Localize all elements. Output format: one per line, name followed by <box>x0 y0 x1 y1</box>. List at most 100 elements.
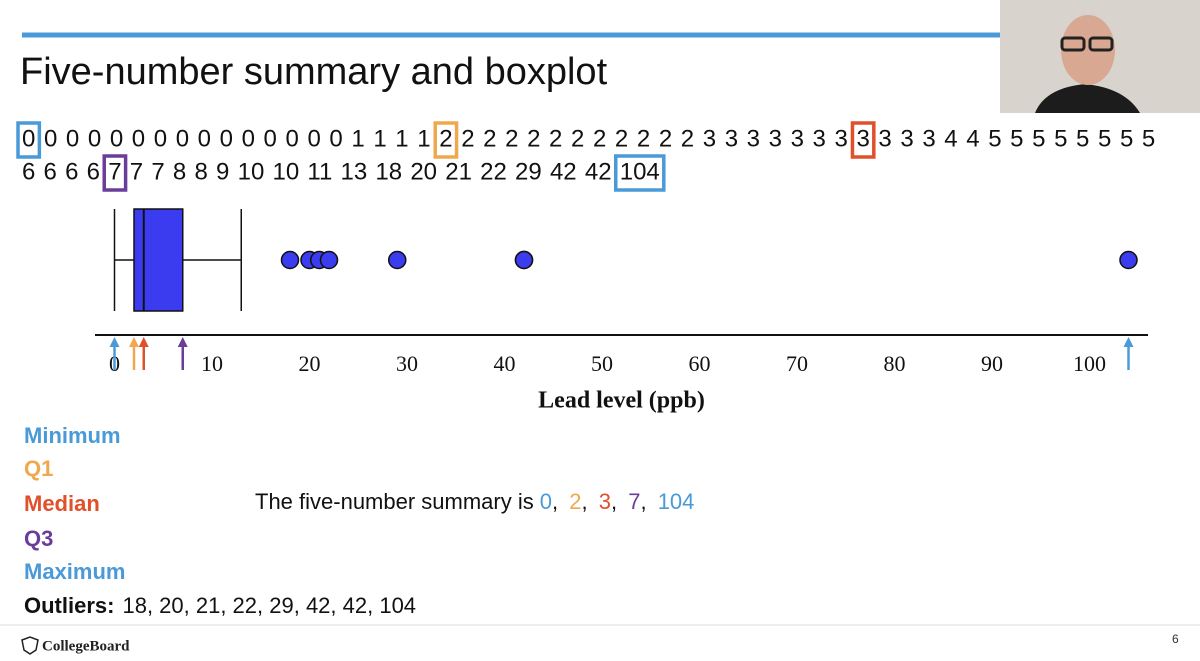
data-value: 3 <box>878 125 891 152</box>
outliers-label: Outliers: <box>24 593 114 618</box>
legend-label: Minimum <box>24 423 121 448</box>
x-tick-label: 40 <box>494 351 516 376</box>
data-value: 0 <box>220 125 233 152</box>
data-value: 5 <box>1054 125 1067 152</box>
summary-sentence: The five-number summary is <box>255 489 534 514</box>
outliers-list: 18, 20, 21, 22, 29, 42, 42, 104 <box>122 593 416 618</box>
summary-value: 104 <box>658 489 695 514</box>
x-tick-label: 80 <box>884 351 906 376</box>
logo <box>21 636 39 655</box>
data-value: 2 <box>483 125 496 152</box>
x-tick-label: 100 <box>1073 351 1106 376</box>
data-value: 2 <box>637 125 650 152</box>
box <box>133 208 184 312</box>
data-value: 104 <box>620 158 660 185</box>
legend: Minimum Q1 Median Q3 Maximum <box>24 423 125 584</box>
data-value: 1 <box>395 125 408 152</box>
data-value: 2 <box>571 125 584 152</box>
data-value: 1 <box>351 125 364 152</box>
webcam <box>1000 0 1200 113</box>
data-value: 0 <box>110 125 123 152</box>
separator: , <box>552 489 564 514</box>
summary-value: 7 <box>628 489 640 514</box>
data-value: 5 <box>988 125 1001 152</box>
legend-label: Q3 <box>24 526 53 551</box>
outlier <box>319 250 339 270</box>
highlight-box <box>850 121 876 159</box>
slide-title: Five-number summary and boxplot <box>20 51 608 93</box>
x-tick-label: 30 <box>396 351 418 376</box>
data-value: 0 <box>44 125 57 152</box>
data-value: 1 <box>417 125 430 152</box>
data-value: 3 <box>703 125 716 152</box>
highlight-box <box>102 154 128 192</box>
data-value: 2 <box>659 125 672 152</box>
highlight-box <box>613 154 666 192</box>
data-value: 3 <box>856 125 869 152</box>
data-value: 0 <box>66 125 79 152</box>
outlier <box>388 250 407 270</box>
data-value: 8 <box>173 158 186 185</box>
data-value: 7 <box>108 158 121 185</box>
summary-arrowhead <box>129 337 139 347</box>
x-axis-label: Lead level (ppb) <box>538 388 705 414</box>
data-value: 0 <box>132 125 145 152</box>
data-value: 2 <box>549 125 562 152</box>
data-value: 3 <box>834 125 847 152</box>
data-value: 5 <box>1142 125 1155 152</box>
outlier <box>1119 250 1138 270</box>
page-number: 6 <box>1172 632 1179 646</box>
boxplot: 0102030405060708090100Lead level (ppb) <box>95 208 1148 414</box>
summary-value: 3 <box>599 489 611 514</box>
legend-label: Median <box>24 491 100 516</box>
data-value: 5 <box>1120 125 1133 152</box>
data-value: 4 <box>966 125 979 152</box>
data-value: 10 <box>272 158 299 185</box>
data-value: 7 <box>130 158 143 185</box>
data-value: 3 <box>900 125 913 152</box>
separator: , <box>640 489 652 514</box>
data-value: 3 <box>725 125 738 152</box>
data-value: 2 <box>505 125 518 152</box>
legend-label: Maximum <box>24 559 125 584</box>
x-tick-label: 20 <box>299 351 321 376</box>
data-value: 4 <box>944 125 957 152</box>
data-value: 0 <box>264 125 277 152</box>
data-value: 2 <box>615 125 628 152</box>
data-value: 18 <box>375 158 402 185</box>
x-tick-label: 50 <box>591 351 613 376</box>
summary-value: 0 <box>540 489 552 514</box>
summary-arrowhead <box>138 337 149 347</box>
data-value: 3 <box>769 125 782 152</box>
data-value: 3 <box>791 125 804 152</box>
x-tick-label: 90 <box>981 351 1003 376</box>
x-tick-label: 10 <box>201 351 223 376</box>
data-value: 21 <box>445 158 472 185</box>
data-value: 6 <box>65 158 78 185</box>
data-value: 0 <box>286 125 299 152</box>
summary-arrowhead <box>177 337 188 347</box>
data-value: 2 <box>461 125 474 152</box>
separator: , <box>581 489 593 514</box>
data-value: 6 <box>22 158 35 185</box>
data-value: 5 <box>1010 125 1023 152</box>
data-value: 3 <box>922 125 935 152</box>
separator: , <box>611 489 623 514</box>
summary-arrowhead <box>1123 337 1134 347</box>
data-value: 20 <box>410 158 437 185</box>
data-value: 2 <box>527 125 540 152</box>
highlight-box <box>433 121 459 159</box>
data-value: 1 <box>373 125 386 152</box>
data-value: 2 <box>439 125 452 152</box>
data-value: 5 <box>1098 125 1111 152</box>
outlier <box>280 250 300 270</box>
data-value: 5 <box>1076 125 1089 152</box>
data-value: 0 <box>88 125 101 152</box>
data-value: 6 <box>44 158 57 185</box>
data-value: 5 <box>1032 125 1045 152</box>
x-tick-label: 60 <box>689 351 711 376</box>
data-value: 13 <box>341 158 368 185</box>
summary-value: 2 <box>569 489 581 514</box>
